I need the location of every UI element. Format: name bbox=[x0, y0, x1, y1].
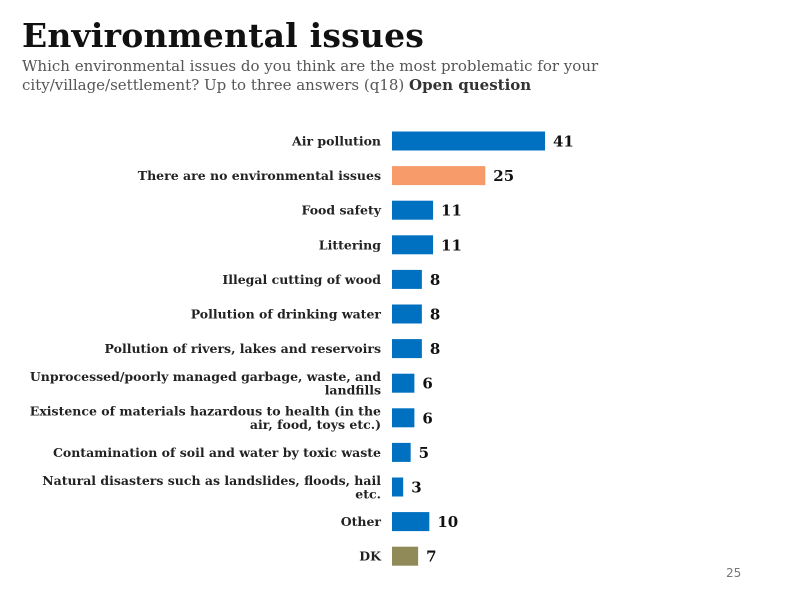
bar bbox=[392, 546, 419, 566]
bar bbox=[392, 304, 422, 324]
category-label: Food safety bbox=[302, 203, 382, 218]
category-label: Natural disasters such as landslides, fl… bbox=[42, 473, 381, 502]
data-label: 8 bbox=[430, 340, 440, 358]
data-label: 10 bbox=[437, 513, 458, 531]
data-label: 8 bbox=[430, 306, 440, 324]
category-label: There are no environmental issues bbox=[138, 168, 381, 183]
category-label: Other bbox=[341, 514, 382, 529]
bar bbox=[392, 339, 422, 359]
bar bbox=[392, 166, 486, 186]
bar bbox=[392, 408, 415, 428]
data-label: 25 bbox=[493, 167, 514, 185]
data-label: 3 bbox=[411, 479, 421, 497]
bar bbox=[392, 131, 545, 151]
bar bbox=[392, 235, 434, 255]
page-subtitle: Which environmental issues do you think … bbox=[22, 57, 642, 95]
category-label: Illegal cutting of wood bbox=[222, 272, 381, 287]
category-label: Pollution of rivers, lakes and reservoir… bbox=[105, 341, 381, 356]
data-label: 7 bbox=[426, 548, 436, 566]
data-label: 41 bbox=[553, 133, 574, 151]
category-label: Pollution of drinking water bbox=[191, 307, 382, 322]
data-label: 11 bbox=[441, 236, 462, 254]
page-title: Environmental issues bbox=[22, 16, 425, 55]
data-label: 5 bbox=[419, 444, 429, 462]
category-label: Contamination of soil and water by toxic… bbox=[53, 445, 381, 460]
category-label: Air pollution bbox=[291, 134, 381, 149]
subtitle-text: Which environmental issues do you think … bbox=[22, 57, 599, 94]
bar bbox=[392, 512, 430, 532]
data-label: 8 bbox=[430, 271, 440, 289]
subtitle-emphasis: Open question bbox=[409, 76, 532, 94]
category-label: Unprocessed/poorly managed garbage, wast… bbox=[30, 369, 381, 398]
data-label: 11 bbox=[441, 202, 462, 220]
bar bbox=[392, 200, 434, 220]
category-label: Littering bbox=[319, 237, 381, 252]
category-label: DK bbox=[359, 549, 382, 564]
page-number: 25 bbox=[726, 566, 742, 580]
bar bbox=[392, 269, 422, 289]
data-label: 6 bbox=[422, 375, 432, 393]
data-label: 6 bbox=[422, 409, 432, 427]
bar bbox=[392, 373, 415, 393]
category-label: Existence of materials hazardous to heal… bbox=[30, 404, 381, 433]
bar bbox=[392, 442, 411, 462]
bar bbox=[392, 477, 404, 497]
